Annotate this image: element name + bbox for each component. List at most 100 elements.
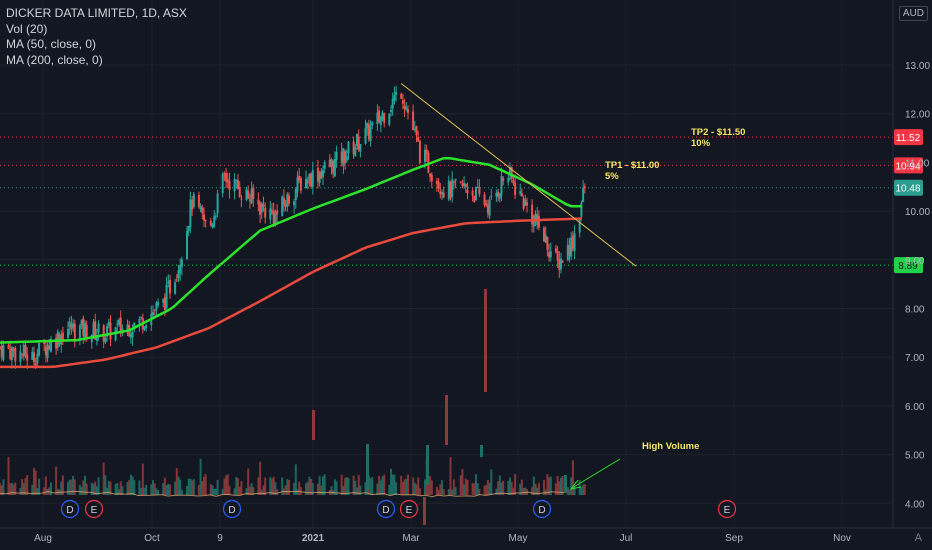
candle-body [332, 160, 335, 174]
volume-bar [274, 482, 277, 495]
volume-bar [12, 484, 15, 495]
volume-bar [14, 482, 17, 495]
candle-body [34, 362, 37, 366]
legend-vol[interactable]: Vol (20) [6, 21, 48, 36]
currency-badge[interactable]: AUD [898, 6, 928, 21]
volume-bar [26, 475, 29, 495]
volume-bar [379, 480, 382, 495]
candle-body [342, 148, 345, 166]
candle-body [73, 323, 76, 339]
volume-bar [305, 483, 307, 495]
volume-bar [293, 482, 296, 495]
chart-grid [0, 0, 893, 528]
ma200-line [0, 217, 582, 369]
volume-bar [522, 488, 525, 495]
volume-bar [451, 489, 454, 495]
candle-body [452, 181, 455, 183]
volume-bar [187, 478, 190, 495]
candle-body [70, 324, 73, 330]
volume-bar [70, 479, 73, 495]
symbol-title[interactable]: DICKER DATA LIMITED, 1D, ASX [6, 6, 187, 20]
candle-body [26, 354, 29, 361]
candle-body [544, 234, 547, 243]
candle-body [109, 322, 112, 340]
candle-body [395, 91, 398, 95]
candle-body [486, 205, 489, 214]
volume-bar [211, 485, 214, 495]
volume-bar [141, 463, 144, 495]
volume-bar [55, 466, 58, 495]
volume-spike [423, 497, 426, 525]
time-axis[interactable]: Aug Oct 9 2021 Mar May Jul Sep Nov [0, 527, 932, 544]
candle-body [260, 203, 263, 213]
candle-body [461, 183, 464, 186]
volume-bar [322, 476, 324, 495]
volume-bar [199, 458, 202, 495]
volume-bar [138, 480, 141, 495]
volume-bar [311, 483, 314, 495]
legend-ma200[interactable]: MA (200, close, 0) [6, 52, 103, 67]
volume-bar [395, 482, 398, 495]
volume-bar [376, 483, 379, 495]
price-tick-label: 6.00 [905, 402, 925, 413]
volume-bar [72, 475, 75, 495]
candle-body [72, 323, 75, 329]
candle-body [209, 220, 212, 226]
candle-body [305, 178, 307, 189]
candle-body [379, 117, 382, 125]
dividend-marker-label: D [228, 505, 235, 516]
candle-body [495, 192, 498, 197]
price-level-badge [894, 257, 923, 274]
candle-body [238, 186, 241, 198]
volume-bar [418, 488, 421, 495]
volume-bar [509, 477, 511, 495]
volume-bar [556, 476, 559, 495]
earnings-marker [717, 499, 737, 519]
volume-bar [169, 484, 171, 495]
legend-ma50[interactable]: MA (50, close, 0) [6, 37, 97, 51]
volume-bar [248, 486, 251, 495]
volume-bar [473, 483, 476, 495]
volume-bar [225, 475, 228, 495]
earnings-marker-label: E [406, 505, 413, 516]
price-levels[interactable]: 11.52 10.94 10.48 8.89 [0, 129, 923, 274]
trendline[interactable] [400, 83, 637, 267]
candle-body [169, 280, 171, 294]
time-tick-label: Sep [725, 533, 743, 544]
candle-body [328, 159, 331, 167]
volume-bar [344, 477, 347, 495]
candle-body [179, 264, 182, 274]
volume-bar [583, 484, 586, 495]
auto-scale-button[interactable]: A [914, 532, 922, 544]
volume-bar [514, 474, 517, 495]
candle-body [546, 236, 549, 250]
volume-bar [104, 475, 107, 495]
candle-body [400, 94, 403, 99]
candle-body [364, 128, 367, 144]
candle-body [298, 176, 301, 181]
volume-bar [439, 484, 442, 495]
candle-body [543, 228, 545, 242]
volume-bar [424, 479, 426, 495]
volume-bar [320, 485, 323, 495]
volume-bar [441, 480, 443, 495]
price-axis[interactable]: 13.00 12.00 11.00 10.00 9.00 8.00 7.00 6.00 5.00… [892, 0, 930, 528]
candle-body [104, 337, 107, 343]
volume-bars [0, 289, 586, 525]
volume-bar [216, 479, 219, 495]
candle-body [371, 122, 374, 126]
time-tick-label: Oct [144, 533, 160, 544]
candle-body [554, 248, 557, 252]
volume-bar [163, 477, 166, 495]
candle-body [177, 270, 180, 279]
volume-bar [0, 485, 3, 495]
volume-bar [507, 480, 510, 495]
volume-spike [484, 289, 487, 392]
volume-bar [400, 475, 403, 495]
volume-bar [407, 474, 409, 495]
candle-body [22, 344, 25, 357]
candle-body [498, 193, 501, 199]
